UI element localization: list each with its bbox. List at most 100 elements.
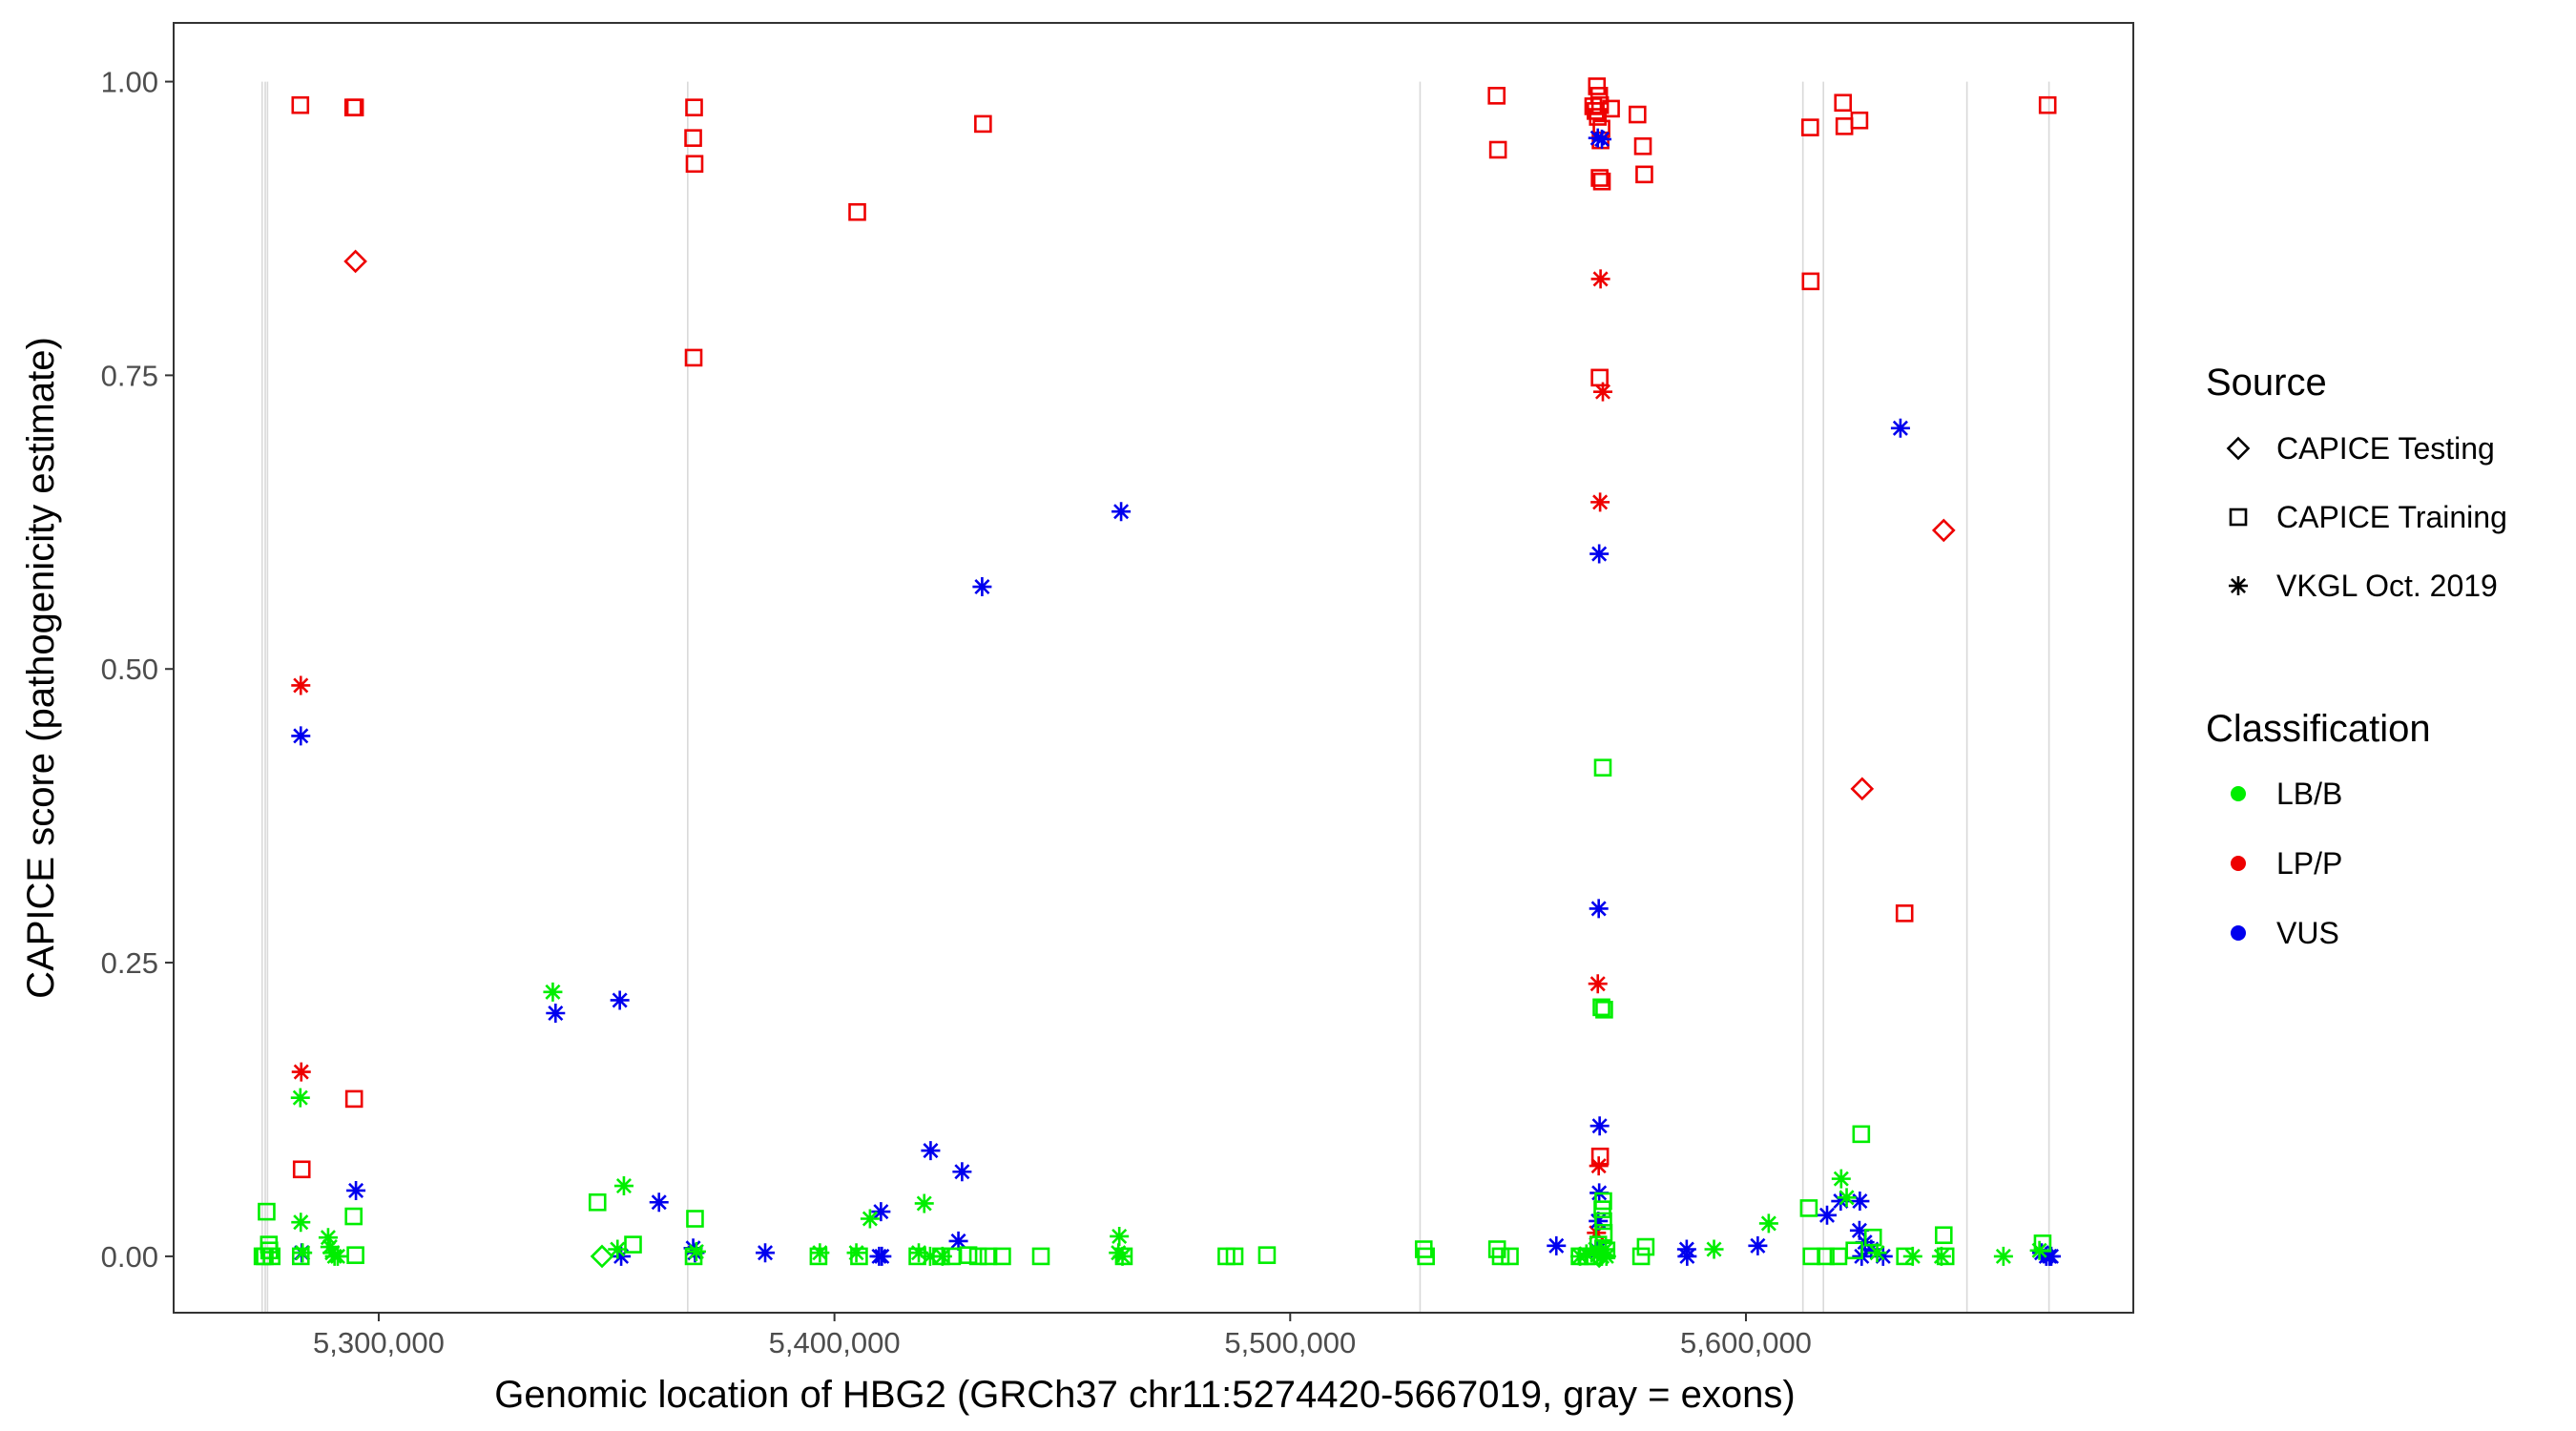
y-tick-label: 1.00 bbox=[101, 66, 158, 99]
data-point bbox=[1592, 382, 1612, 402]
data-point bbox=[2042, 1246, 2062, 1266]
legend-source-label: CAPICE Training bbox=[2276, 500, 2507, 534]
data-point bbox=[968, 1247, 987, 1266]
data-point bbox=[1225, 1247, 1244, 1266]
data-point bbox=[1590, 368, 1609, 387]
data-point bbox=[1861, 1239, 1881, 1259]
data-point bbox=[686, 1210, 704, 1228]
legend-color-dot bbox=[2231, 856, 2246, 871]
data-point bbox=[613, 1176, 634, 1196]
data-point bbox=[756, 1243, 776, 1263]
legend-classification-items: LB/B LP/P VUS bbox=[2231, 777, 2342, 950]
data-point bbox=[1850, 111, 1869, 130]
data-point bbox=[1873, 1246, 1893, 1266]
data-point bbox=[948, 1231, 968, 1251]
data-point bbox=[684, 1247, 703, 1266]
data-point bbox=[974, 114, 992, 134]
data-point bbox=[1590, 492, 1610, 512]
data-point bbox=[624, 1235, 642, 1254]
data-point bbox=[1587, 1244, 1611, 1269]
data-point bbox=[921, 1141, 941, 1161]
data-point bbox=[959, 1246, 978, 1264]
data-point bbox=[1867, 1243, 1887, 1263]
data-point bbox=[1592, 998, 1610, 1017]
data-point bbox=[1801, 118, 1819, 136]
data-point bbox=[327, 1246, 347, 1266]
legend-class-label: LB/B bbox=[2276, 777, 2342, 811]
data-point bbox=[1895, 904, 1914, 923]
data-point bbox=[908, 1247, 926, 1266]
data-point bbox=[1850, 777, 1875, 801]
data-point bbox=[546, 1004, 566, 1024]
x-axis-label: Genomic location of HBG2 (GRCh37 chr11:5… bbox=[494, 1374, 1795, 1416]
data-point bbox=[345, 98, 364, 116]
legend-class-label: LP/P bbox=[2276, 846, 2342, 881]
data-point bbox=[1852, 1125, 1871, 1144]
data-point bbox=[1850, 1192, 1870, 1212]
data-point bbox=[344, 1089, 364, 1109]
legend-class-label: VUS bbox=[2276, 916, 2339, 950]
data-point bbox=[1417, 1247, 1435, 1266]
legend-square-icon bbox=[2229, 508, 2248, 527]
x-tick-label: 5,300,000 bbox=[313, 1326, 445, 1359]
data-point bbox=[979, 1247, 998, 1266]
data-point bbox=[346, 1180, 366, 1200]
data-point bbox=[1633, 136, 1652, 156]
data-point bbox=[1849, 1220, 1869, 1240]
data-point bbox=[1595, 1001, 1613, 1019]
data-point bbox=[686, 1241, 706, 1261]
data-point bbox=[1602, 99, 1620, 118]
data-points bbox=[253, 77, 2062, 1269]
data-point bbox=[1628, 105, 1647, 124]
data-point bbox=[344, 1207, 363, 1226]
data-point bbox=[590, 1244, 614, 1269]
y-tick-label: 0.50 bbox=[101, 653, 158, 686]
data-point bbox=[1818, 1205, 1837, 1225]
data-point bbox=[2038, 95, 2057, 114]
data-point bbox=[972, 577, 992, 597]
data-point bbox=[1831, 1169, 1851, 1189]
data-point bbox=[290, 1088, 310, 1108]
data-point bbox=[1588, 974, 1608, 994]
legend: Source CAPICE Testing CAPICE Training VKGL… bbox=[2206, 362, 2507, 950]
data-point bbox=[291, 1062, 311, 1082]
legend-asterisk-icon bbox=[2229, 576, 2248, 595]
data-point bbox=[258, 1202, 276, 1221]
data-point bbox=[1589, 87, 1609, 105]
y-tick-label: 0.25 bbox=[101, 946, 158, 980]
data-point bbox=[1931, 518, 1956, 543]
y-axis-label: CAPICE score (pathogenicity estimate) bbox=[20, 337, 62, 999]
data-point bbox=[809, 1247, 828, 1266]
data-point bbox=[291, 1213, 311, 1233]
data-point bbox=[293, 1243, 313, 1263]
data-point bbox=[952, 1162, 972, 1182]
data-point bbox=[1584, 1247, 1602, 1266]
data-point bbox=[860, 1209, 880, 1229]
plot-panel-border bbox=[173, 22, 2134, 1314]
data-point bbox=[1589, 1156, 1609, 1176]
legend-source-title: Source bbox=[2206, 362, 2327, 404]
legend-source-items: CAPICE Testing CAPICE Training VKGL Oct. 2… bbox=[2226, 431, 2507, 603]
data-point bbox=[1592, 129, 1612, 149]
data-point bbox=[1635, 165, 1653, 184]
data-point bbox=[908, 1243, 928, 1263]
data-point bbox=[318, 1228, 338, 1248]
data-point bbox=[291, 1247, 310, 1266]
data-point bbox=[1934, 1226, 1953, 1245]
data-point bbox=[1993, 1246, 2013, 1266]
data-point bbox=[1863, 1228, 1882, 1247]
data-point bbox=[1501, 1247, 1519, 1266]
data-point bbox=[1491, 1247, 1510, 1266]
y-axis: 0.00 0.25 0.50 0.75 1.00 bbox=[101, 66, 174, 1274]
data-point bbox=[1801, 272, 1820, 291]
data-point bbox=[932, 1247, 950, 1266]
data-point bbox=[684, 129, 702, 147]
data-point bbox=[1799, 1199, 1818, 1217]
legend-source-label: CAPICE Testing bbox=[2276, 431, 2495, 466]
data-point bbox=[1570, 1246, 1590, 1266]
legend-color-dot bbox=[2231, 925, 2246, 941]
data-point bbox=[1890, 418, 1910, 438]
data-point bbox=[920, 1246, 940, 1266]
